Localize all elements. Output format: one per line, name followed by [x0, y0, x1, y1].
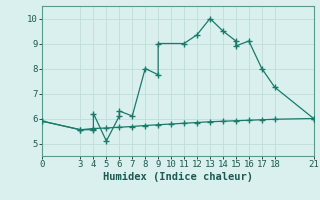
X-axis label: Humidex (Indice chaleur): Humidex (Indice chaleur) [103, 172, 252, 182]
